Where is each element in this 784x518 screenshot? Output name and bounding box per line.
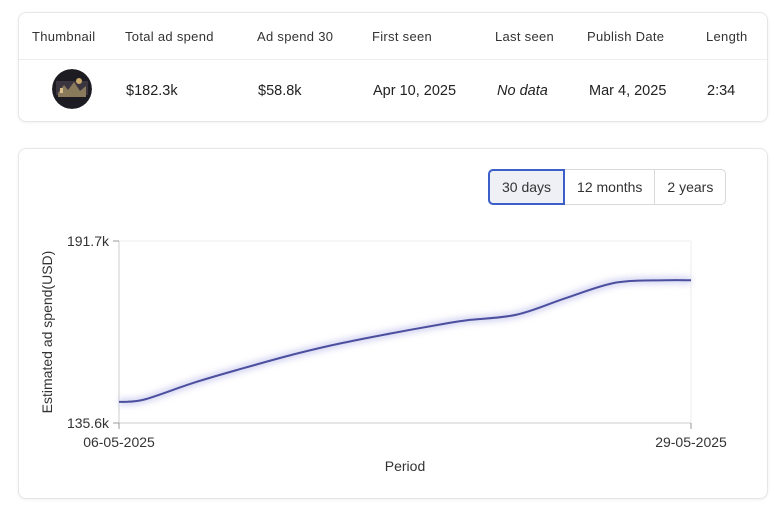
y-tick-label-max: 191.7k	[67, 233, 110, 249]
x-tick-label-end: 29-05-2025	[655, 434, 727, 450]
col-header-thumbnail: Thumbnail	[32, 29, 96, 44]
series-line-glow	[118, 276, 692, 406]
col-header-publish-date[interactable]: Publish Date	[587, 29, 665, 44]
cell-ad-spend-30: $58.8k	[258, 83, 302, 99]
ad-stats-table: Thumbnail Total ad spend Ad spend 30 Fir…	[18, 12, 768, 122]
col-header-last-seen[interactable]: Last seen	[495, 29, 555, 44]
cell-length: 2:34	[707, 83, 736, 99]
range-12-months-button[interactable]: 12 months	[565, 169, 656, 205]
col-header-length[interactable]: Length	[706, 29, 748, 44]
video-thumbnail[interactable]	[52, 69, 92, 109]
cell-publish-date: Mar 4, 2025	[589, 83, 667, 99]
y-axis-title: Estimated ad spend(USD)	[39, 251, 55, 414]
range-2-years-button[interactable]: 2 years	[655, 169, 727, 205]
ad-spend-line-chart: 191.7k 135.6k 06-05-2025 29-05-2025 Peri…	[39, 233, 727, 474]
ad-spend-chart-card: 30 days 12 months 2 years 191.7k 135.6k …	[18, 148, 768, 499]
y-tick-label-min: 135.6k	[67, 415, 110, 431]
x-tick-label-start: 06-05-2025	[83, 434, 155, 450]
cell-last-seen: No data	[497, 83, 548, 99]
chart-axes	[113, 240, 692, 429]
cell-first-seen: Apr 10, 2025	[373, 83, 457, 99]
cell-total-ad-spend: $182.3k	[126, 83, 178, 99]
col-header-ad-spend-30[interactable]: Ad spend 30	[257, 29, 334, 44]
series-line	[118, 279, 692, 403]
time-range-selector: 30 days 12 months 2 years	[488, 169, 727, 205]
col-header-total-ad-spend[interactable]: Total ad spend	[125, 29, 214, 44]
x-axis-title: Period	[385, 458, 425, 474]
header-divider	[19, 59, 767, 60]
range-30-days-button[interactable]: 30 days	[488, 169, 566, 205]
col-header-first-seen[interactable]: First seen	[372, 29, 433, 44]
